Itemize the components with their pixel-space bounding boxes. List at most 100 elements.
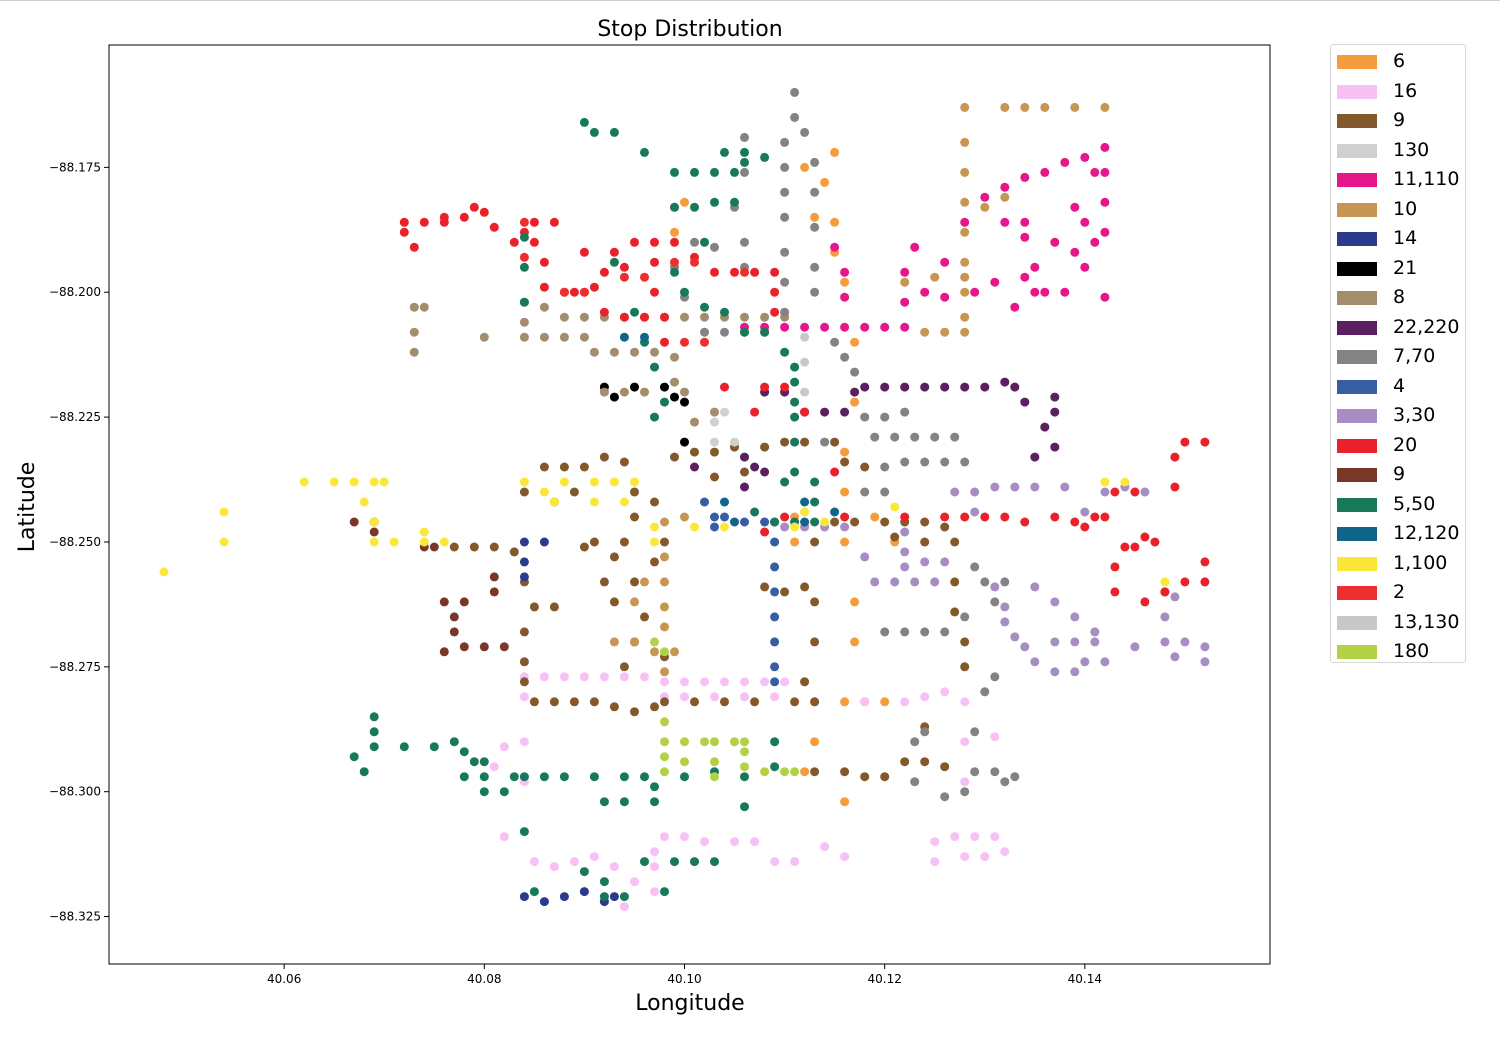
data-point [1100,142,1110,152]
data-point [660,537,669,547]
data-point [569,287,579,297]
data-point [720,327,729,337]
data-point [860,462,870,472]
data-point [710,447,719,457]
legend-swatch [1337,320,1377,335]
data-point [1000,577,1010,587]
data-point [619,332,629,342]
data-point [409,327,419,337]
data-point [900,407,910,417]
data-point [810,262,820,272]
points-layer [159,87,1210,912]
data-point [1170,652,1180,662]
data-point [549,862,559,872]
data-point [860,412,870,422]
data-point [770,587,780,597]
data-point [519,677,529,687]
data-point [630,877,639,887]
data-point [950,832,960,842]
data-point [1000,182,1010,192]
data-point [960,217,970,227]
data-point [960,167,970,177]
data-point [960,272,970,282]
data-point [840,697,850,707]
legend-label: 9 [1393,109,1406,131]
data-point [1130,642,1140,652]
data-point [479,757,489,767]
data-point [489,222,499,232]
data-point [369,527,379,537]
data-point [579,332,589,342]
data-point [399,742,409,752]
data-point [619,797,629,807]
data-point [780,322,790,332]
data-point [940,327,950,337]
legend-swatch [1337,379,1377,394]
data-point [890,532,900,542]
data-point [1040,167,1050,177]
data-point [630,512,639,522]
data-point [1070,637,1080,647]
legend-swatch [1337,645,1377,659]
data-point [1110,487,1120,497]
data-point [960,637,970,647]
data-point [1080,522,1090,532]
data-point [840,852,850,862]
series-12 [780,482,1210,677]
data-point [850,397,860,407]
legend-label: 20 [1393,433,1418,456]
data-point [369,477,379,487]
data-point [970,487,980,497]
data-point [750,267,760,277]
data-point [680,397,689,407]
data-point [599,877,609,887]
data-point [1010,382,1020,392]
data-point [579,312,589,322]
legend-label: 16 [1393,79,1418,102]
data-point [800,497,810,507]
data-point [1070,612,1080,622]
y-axis-label: Latitude [15,462,40,553]
data-point [459,747,469,757]
data-point [800,677,810,687]
data-point [790,437,800,447]
data-point [1160,612,1170,622]
data-point [619,262,629,272]
data-point [1100,657,1110,667]
data-point [1090,512,1100,522]
data-point [970,507,980,517]
data-point [680,737,689,747]
legend-swatch [1337,84,1377,99]
data-point [1110,562,1120,572]
legend-item: 13,130 [1337,611,1465,634]
data-point [670,227,679,237]
series-10 [670,87,1020,802]
data-point [399,217,409,227]
data-point [519,827,529,837]
data-point [810,157,820,167]
data-point [940,627,950,637]
data-point [710,857,719,867]
data-point [900,512,910,522]
data-point [760,677,770,687]
data-point [1180,577,1190,587]
data-point [760,312,770,322]
data-point [1010,632,1020,642]
data-point [1050,512,1060,522]
data-point [1030,482,1040,492]
data-point [960,197,970,207]
data-point [710,757,719,767]
legend-swatch [1337,409,1377,423]
data-point [670,647,679,657]
data-point [770,307,780,317]
data-point [559,312,569,322]
data-point [660,602,669,612]
x-tick-label: 40.10 [667,972,701,986]
legend-item: 14 [1337,227,1465,250]
data-point [650,537,659,547]
data-point [619,672,629,682]
y-tick-label: −88.300 [49,785,101,799]
data-point [720,307,729,317]
legend-item: 180 [1337,640,1465,663]
data-point [760,467,770,477]
